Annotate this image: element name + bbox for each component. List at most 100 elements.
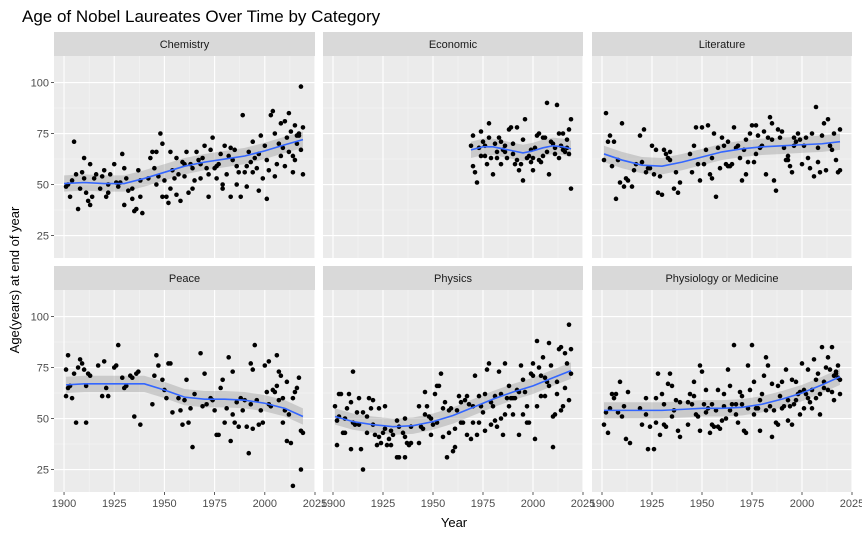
data-point <box>687 391 693 397</box>
data-point <box>655 371 661 376</box>
data-point <box>757 428 763 434</box>
data-point <box>87 373 93 378</box>
data-point <box>837 127 843 132</box>
data-point <box>136 167 141 173</box>
data-point <box>466 401 472 407</box>
data-point <box>210 135 215 140</box>
data-point <box>709 176 715 181</box>
data-point <box>729 401 735 407</box>
data-point <box>292 157 298 163</box>
data-point <box>264 157 270 163</box>
y-tick-label: 50 <box>37 414 49 426</box>
data-point <box>162 178 167 183</box>
data-point <box>400 430 406 436</box>
data-point <box>725 139 731 144</box>
facet-panels: Chemistry 25 50 75 100 Economic Literature Peac… <box>31 32 862 510</box>
data-point <box>368 406 374 411</box>
data-point <box>809 131 815 136</box>
data-point <box>158 131 163 136</box>
data-point <box>396 455 402 460</box>
data-point <box>675 428 681 434</box>
data-point <box>663 151 669 157</box>
data-point <box>793 397 799 403</box>
data-point <box>745 363 751 368</box>
data-point <box>500 432 506 438</box>
data-point <box>454 408 460 413</box>
data-point <box>727 383 733 389</box>
data-point <box>502 412 508 417</box>
data-point <box>731 125 737 130</box>
data-point <box>510 412 516 417</box>
data-point <box>695 161 701 167</box>
data-point <box>470 163 476 169</box>
data-point <box>376 434 382 440</box>
data-point <box>697 428 703 434</box>
data-point <box>829 389 835 395</box>
data-point <box>544 149 550 155</box>
data-point <box>492 418 498 423</box>
data-point <box>745 159 751 165</box>
data-point <box>825 387 831 393</box>
data-point <box>87 161 93 167</box>
data-point <box>566 322 572 327</box>
data-point <box>494 149 500 155</box>
data-point <box>202 143 207 149</box>
data-point <box>444 455 450 460</box>
data-point <box>568 116 574 122</box>
data-point <box>803 391 809 397</box>
data-point <box>170 410 175 415</box>
data-point <box>791 135 797 140</box>
data-point <box>394 418 400 423</box>
data-point <box>95 363 101 368</box>
data-point <box>292 389 298 395</box>
data-point <box>296 375 302 381</box>
data-point <box>432 391 438 397</box>
data-point <box>300 125 306 130</box>
data-point <box>743 137 749 142</box>
data-point <box>779 379 785 385</box>
data-point <box>382 404 388 409</box>
data-point <box>827 143 833 149</box>
data-point <box>639 422 645 427</box>
data-point <box>797 412 803 417</box>
data-point <box>234 163 239 169</box>
data-point <box>785 157 791 163</box>
data-point <box>761 129 767 134</box>
data-point <box>218 151 223 157</box>
data-point <box>707 172 713 177</box>
data-point <box>763 172 769 177</box>
data-point <box>494 155 500 161</box>
data-point <box>498 416 504 421</box>
data-point <box>701 161 707 167</box>
data-point <box>234 182 239 187</box>
data-point <box>176 395 181 401</box>
data-point <box>518 363 524 368</box>
data-point <box>236 424 242 430</box>
data-point <box>486 361 492 366</box>
data-point <box>490 404 496 409</box>
data-point <box>693 125 699 130</box>
data-point <box>194 149 199 155</box>
data-point <box>815 371 821 376</box>
data-point <box>761 373 767 378</box>
data-point <box>504 155 510 161</box>
data-point <box>751 159 757 165</box>
data-point <box>484 161 490 167</box>
data-point <box>476 420 482 425</box>
data-point <box>554 379 560 385</box>
data-point <box>230 412 235 417</box>
facet-strip-label: Economic <box>429 39 478 51</box>
data-point <box>111 161 117 167</box>
data-point <box>542 135 548 140</box>
data-point <box>619 414 625 419</box>
data-point <box>468 143 474 149</box>
data-point <box>813 377 819 383</box>
x-tick-label: 1900 <box>590 498 614 510</box>
data-point <box>721 143 727 149</box>
data-point <box>442 399 448 405</box>
data-point <box>651 446 657 452</box>
data-point <box>172 176 177 181</box>
data-point <box>250 367 256 372</box>
y-tick-label: 25 <box>37 231 49 243</box>
data-point <box>214 176 219 181</box>
